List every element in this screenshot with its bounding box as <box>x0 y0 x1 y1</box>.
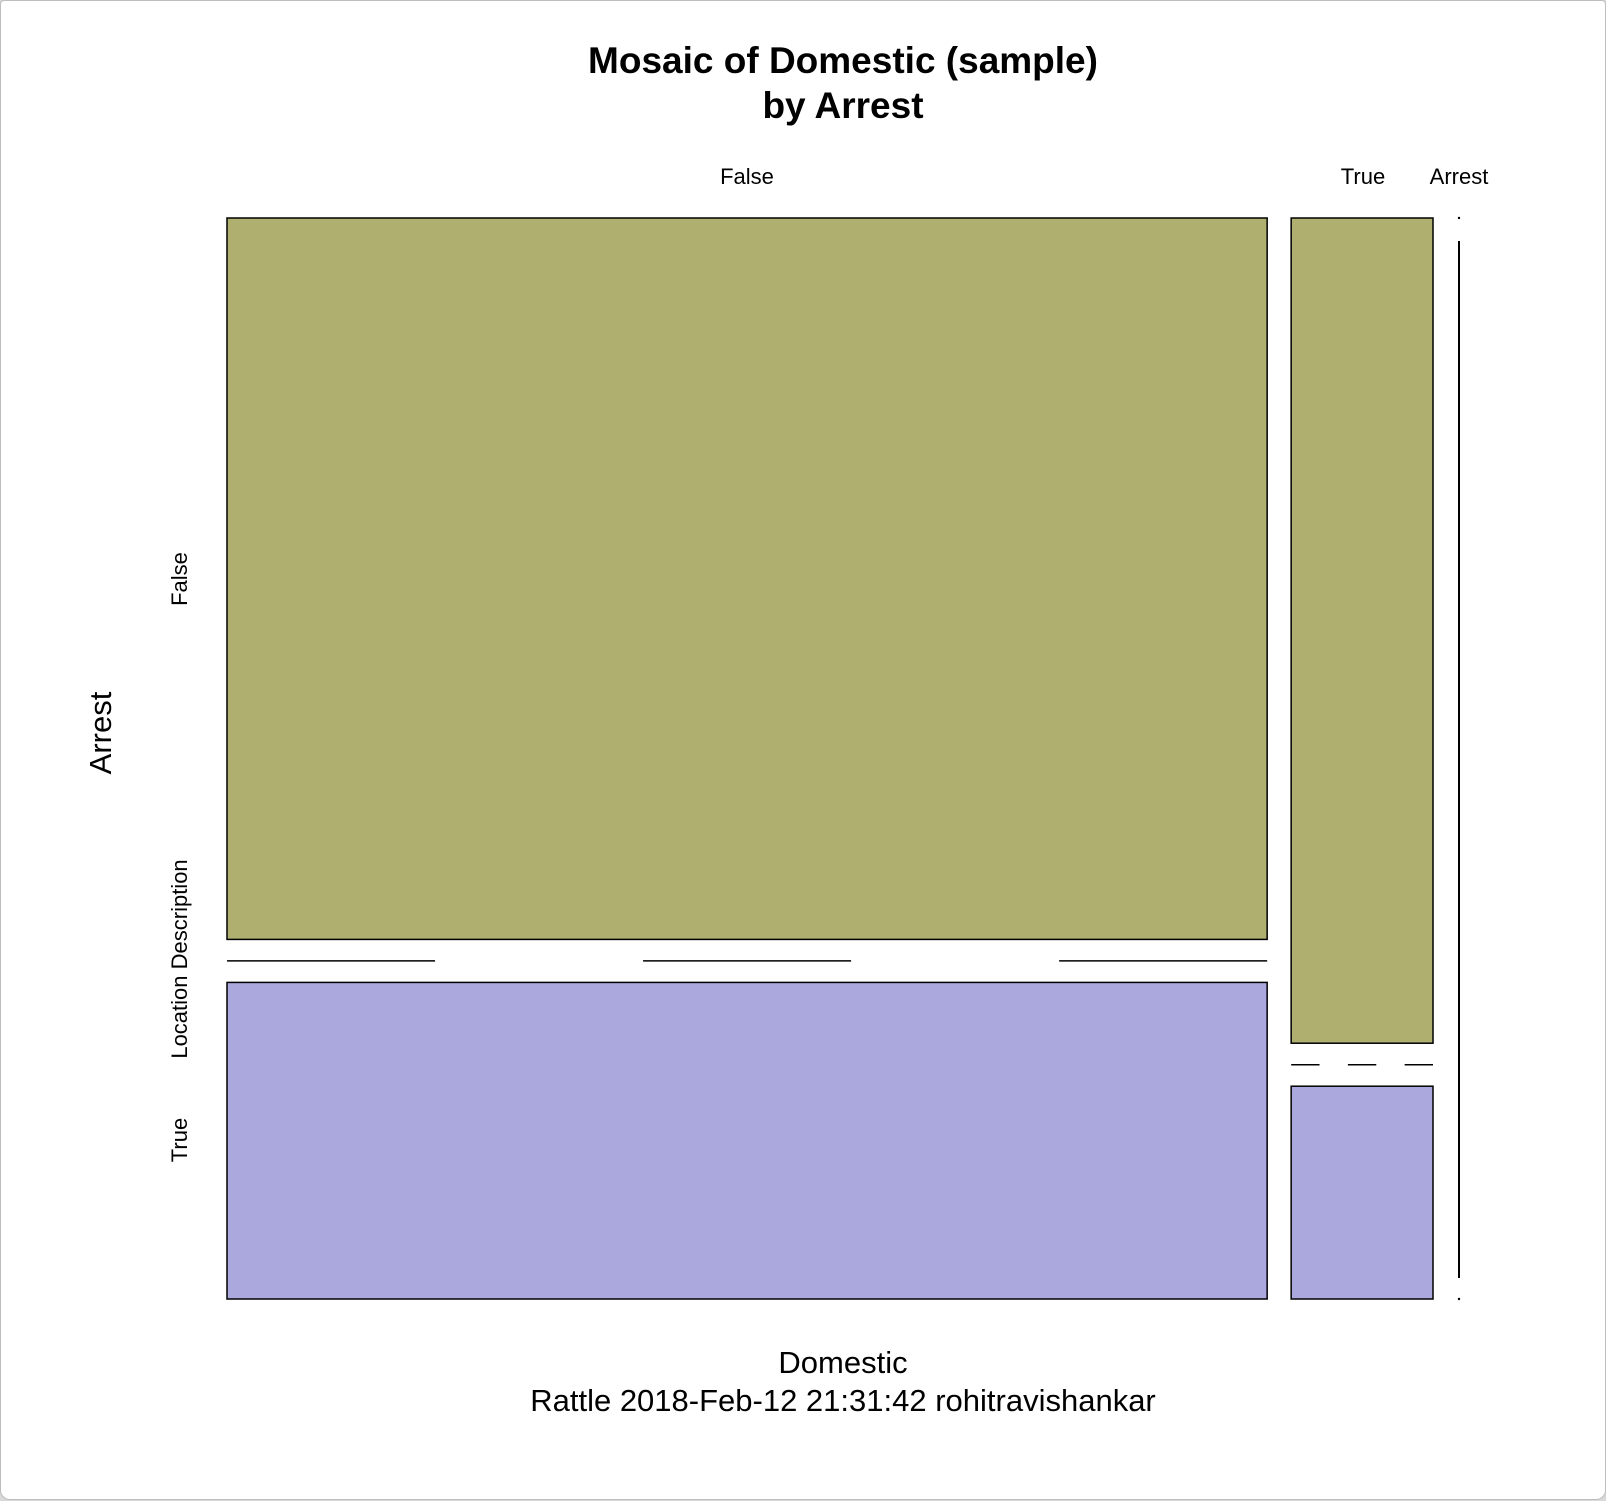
chart-subtitle: Rattle 2018-Feb-12 21:31:42 rohitravisha… <box>530 1383 1156 1418</box>
y-axis-title: Arrest <box>83 691 118 774</box>
x-axis-title: Domestic <box>778 1345 907 1380</box>
tile-domestic-true-arrest-false <box>1290 217 1434 1044</box>
column-variable-label: Arrest <box>1430 164 1489 189</box>
tile-domestic-true-arrest-true <box>1290 1085 1434 1300</box>
chart-title-line-1: Mosaic of Domestic (sample) <box>588 40 1098 81</box>
column-label-true: True <box>1341 164 1385 189</box>
chart-title-line-2: by Arrest <box>762 85 923 126</box>
row-variable-label: Location Description <box>167 859 192 1058</box>
tile-domestic-false-arrest-true <box>226 981 1268 1300</box>
empty-column-dot-bottom <box>1457 1297 1461 1301</box>
tile-domestic-false-arrest-false <box>226 217 1268 941</box>
column-label-false: False <box>720 164 774 189</box>
row-label-true: True <box>167 1118 192 1162</box>
row-label-false: False <box>167 552 192 606</box>
mosaic-tiles <box>226 216 1461 1301</box>
empty-column-dot-top <box>1457 216 1461 220</box>
